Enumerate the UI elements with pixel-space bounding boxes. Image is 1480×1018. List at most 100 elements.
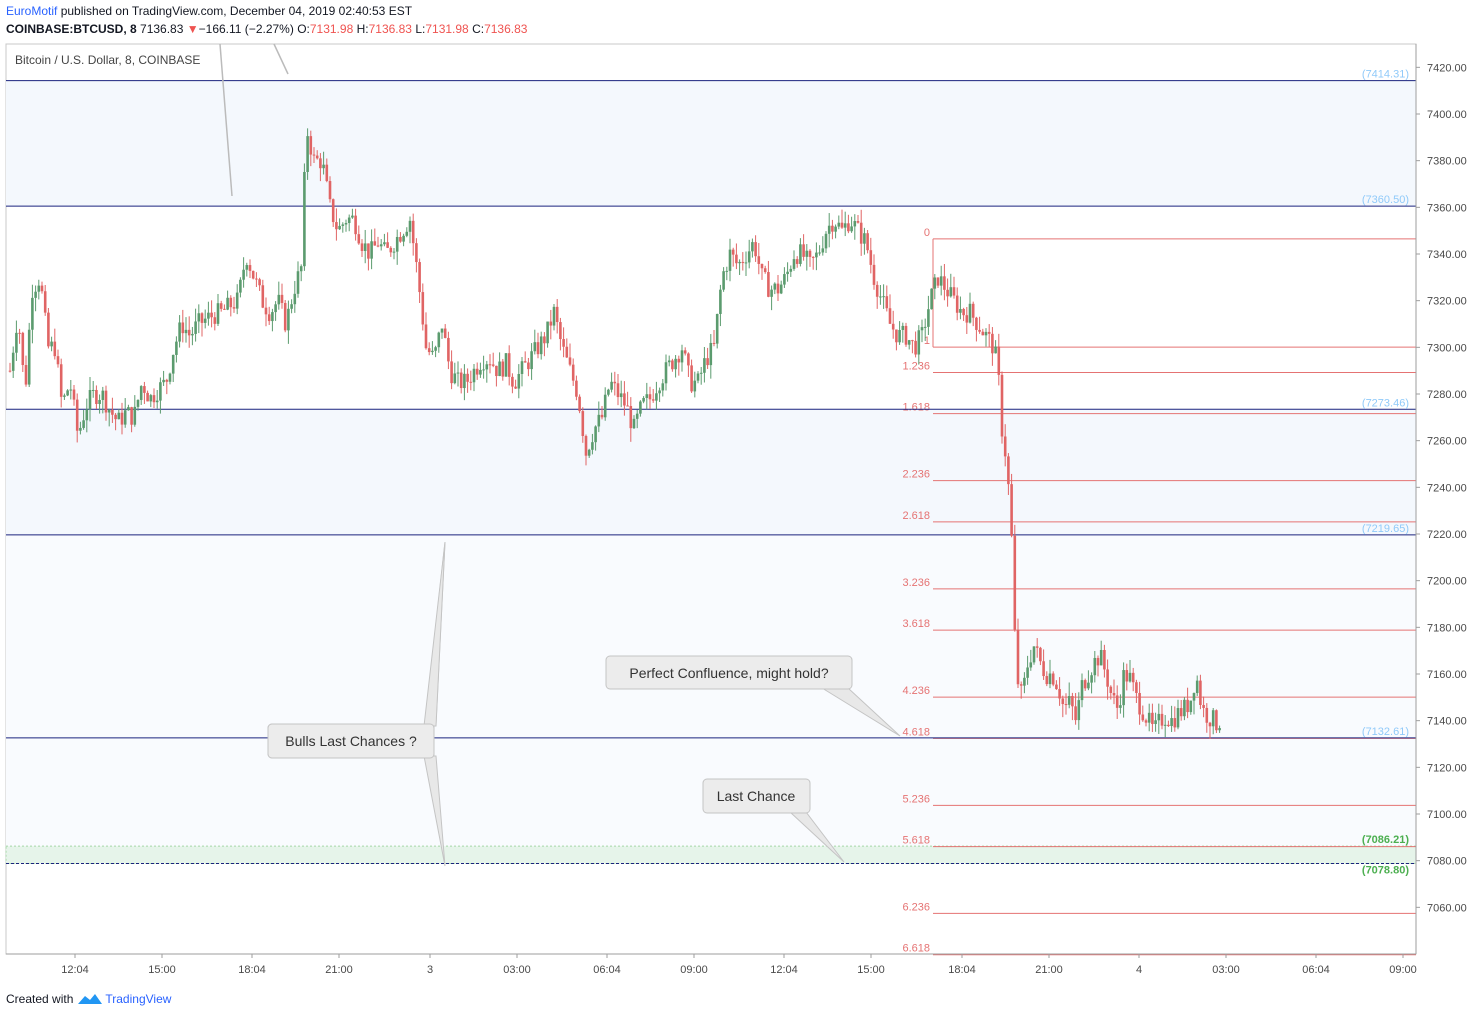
candle[interactable] xyxy=(738,261,741,264)
candle[interactable] xyxy=(347,217,351,224)
candle[interactable] xyxy=(671,360,674,370)
candle[interactable] xyxy=(322,164,325,169)
candle[interactable] xyxy=(856,221,860,223)
candle[interactable] xyxy=(194,321,197,334)
candle[interactable] xyxy=(1170,718,1173,727)
candle[interactable] xyxy=(1122,670,1125,706)
candle[interactable] xyxy=(328,181,332,200)
candle[interactable] xyxy=(277,294,281,305)
candle[interactable] xyxy=(802,244,805,257)
candle[interactable] xyxy=(351,215,354,218)
candle[interactable] xyxy=(299,266,303,272)
candle[interactable] xyxy=(994,346,997,354)
candle[interactable] xyxy=(239,279,242,293)
candle[interactable] xyxy=(56,356,60,365)
candle[interactable] xyxy=(1138,692,1141,715)
candle[interactable] xyxy=(226,297,229,310)
candle[interactable] xyxy=(664,362,668,384)
candle[interactable] xyxy=(869,250,873,265)
candle[interactable] xyxy=(1074,706,1077,721)
candle[interactable] xyxy=(651,399,655,401)
price-axis[interactable] xyxy=(1416,44,1476,954)
candle[interactable] xyxy=(997,346,1001,375)
candle[interactable] xyxy=(626,405,629,407)
candle[interactable] xyxy=(907,340,911,345)
candle[interactable] xyxy=(37,285,41,292)
candle[interactable] xyxy=(1192,693,1196,701)
candle[interactable] xyxy=(824,233,828,249)
candle[interactable] xyxy=(904,325,908,345)
candle[interactable] xyxy=(546,321,549,344)
candle[interactable] xyxy=(373,241,377,246)
candle[interactable] xyxy=(341,224,345,226)
candle[interactable] xyxy=(584,435,588,456)
candle[interactable] xyxy=(1003,436,1007,457)
candle[interactable] xyxy=(1154,720,1157,725)
candle[interactable] xyxy=(1112,692,1116,696)
candle[interactable] xyxy=(581,411,585,436)
candle[interactable] xyxy=(149,395,153,402)
candle[interactable] xyxy=(530,351,533,370)
candle[interactable] xyxy=(603,394,607,418)
candle[interactable] xyxy=(981,331,985,336)
candle[interactable] xyxy=(722,271,725,290)
candle[interactable] xyxy=(517,373,521,389)
candle[interactable] xyxy=(495,365,498,377)
candle[interactable] xyxy=(200,313,204,323)
candle[interactable] xyxy=(642,397,645,402)
candle[interactable] xyxy=(165,379,169,382)
candle[interactable] xyxy=(1061,698,1065,705)
candle[interactable] xyxy=(127,407,130,411)
candle[interactable] xyxy=(408,220,412,232)
candle[interactable] xyxy=(383,242,386,245)
candle[interactable] xyxy=(440,328,444,333)
candle[interactable] xyxy=(1189,700,1193,713)
candle[interactable] xyxy=(632,418,636,429)
candle[interactable] xyxy=(389,247,393,253)
candle[interactable] xyxy=(885,296,889,309)
candle[interactable] xyxy=(747,251,751,263)
candle[interactable] xyxy=(1109,686,1113,693)
candle[interactable] xyxy=(1000,374,1004,437)
candle[interactable] xyxy=(962,308,965,316)
candle[interactable] xyxy=(1135,682,1138,693)
candle[interactable] xyxy=(107,409,111,413)
candle[interactable] xyxy=(719,289,722,314)
candle[interactable] xyxy=(623,393,626,406)
candle[interactable] xyxy=(520,361,524,374)
candle[interactable] xyxy=(751,242,754,252)
candle[interactable] xyxy=(808,250,812,257)
candle[interactable] xyxy=(1083,680,1087,689)
candle[interactable] xyxy=(178,322,181,342)
candle[interactable] xyxy=(399,236,402,242)
candle[interactable] xyxy=(1167,724,1170,727)
candle[interactable] xyxy=(1160,713,1164,726)
candle[interactable] xyxy=(136,399,140,407)
candle[interactable] xyxy=(1026,667,1029,678)
candle[interactable] xyxy=(1208,722,1212,727)
candle[interactable] xyxy=(965,315,969,323)
candle[interactable] xyxy=(159,382,162,401)
candle[interactable] xyxy=(255,278,258,280)
candle[interactable] xyxy=(1016,629,1020,685)
candle[interactable] xyxy=(315,155,319,159)
candle[interactable] xyxy=(527,362,530,370)
candle[interactable] xyxy=(610,381,613,390)
candle[interactable] xyxy=(677,358,681,363)
candle[interactable] xyxy=(431,350,434,353)
callout-box[interactable] xyxy=(702,778,811,814)
candle[interactable] xyxy=(1023,677,1026,686)
candle[interactable] xyxy=(831,225,834,232)
candle[interactable] xyxy=(629,406,633,429)
candle[interactable] xyxy=(8,370,12,372)
candle[interactable] xyxy=(1125,670,1129,682)
candle[interactable] xyxy=(146,392,149,402)
candle[interactable] xyxy=(917,330,921,355)
candle[interactable] xyxy=(594,426,597,443)
candle[interactable] xyxy=(1042,661,1045,677)
candle[interactable] xyxy=(837,222,841,227)
candle[interactable] xyxy=(1096,657,1100,666)
candle[interactable] xyxy=(690,365,693,392)
candle[interactable] xyxy=(613,381,617,384)
candle[interactable] xyxy=(1157,713,1161,721)
